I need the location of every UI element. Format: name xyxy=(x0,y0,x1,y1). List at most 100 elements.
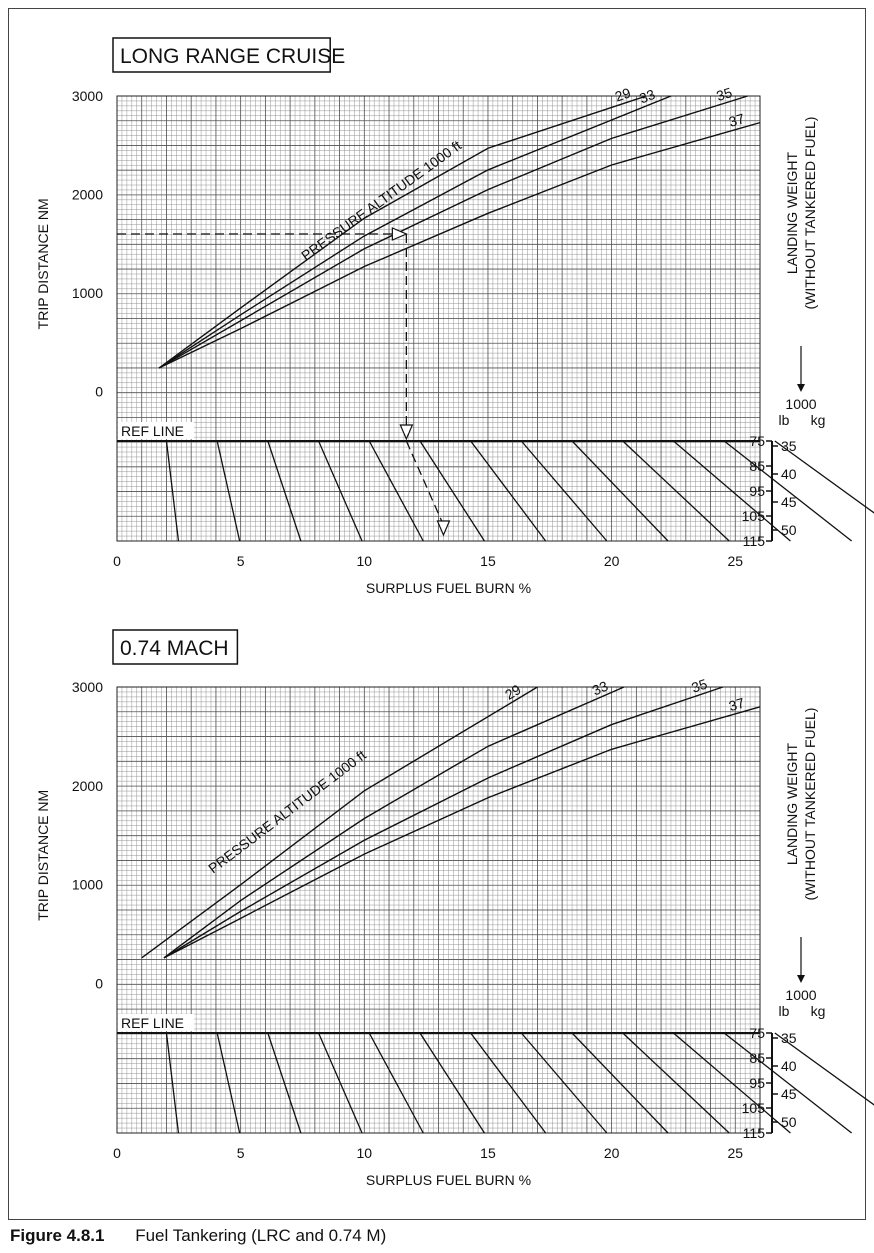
chart-title: LONG RANGE CRUISE xyxy=(120,45,345,68)
chart-panel-1: LONG RANGE CRUISE REF LINE 0 1000 2000 3000 0 5… xyxy=(35,37,874,596)
weight-guide-line xyxy=(267,440,302,542)
series-label-29: 29 xyxy=(613,84,633,104)
weight-lb-label: lb xyxy=(779,1003,790,1019)
weight-lb-tick-label: 75 xyxy=(749,433,765,449)
series-curves xyxy=(141,686,761,959)
weight-lb-tick-label: 95 xyxy=(749,483,765,499)
series-line-29 xyxy=(141,686,538,959)
weight-unit-header: 1000 xyxy=(785,987,816,1003)
series-line-33 xyxy=(158,95,672,369)
weight-lb-tick-label: 115 xyxy=(743,533,766,549)
series-curves xyxy=(158,95,761,369)
weight-guide-line xyxy=(165,440,180,542)
series-line-33 xyxy=(163,686,625,959)
chart-title-box xyxy=(112,37,331,73)
figure-label: Figure 4.8.1 xyxy=(10,1226,105,1245)
weight-kg-label: kg xyxy=(811,412,826,428)
series-label-33: 33 xyxy=(637,86,658,107)
weight-lb-tick-label: 95 xyxy=(749,1075,765,1091)
weight-unit-header: 1000 xyxy=(785,396,816,412)
grid-major xyxy=(116,686,761,1134)
weight-guide-line xyxy=(165,1032,180,1134)
x-tick-label: 10 xyxy=(357,1145,373,1161)
y-tick-label: 2000 xyxy=(72,778,103,794)
weight-guide-line xyxy=(520,1032,608,1134)
weight-guide-line xyxy=(419,1032,485,1134)
weight-guide-line xyxy=(419,440,485,542)
weight-lb-tick-label: 75 xyxy=(749,1025,765,1041)
series-label-33: 33 xyxy=(590,677,611,698)
plot-frame xyxy=(116,686,761,1134)
weight-guide-line xyxy=(673,1032,791,1134)
x-tick-label: 15 xyxy=(480,1145,496,1161)
series-line-29 xyxy=(158,95,647,369)
series-label-29: 29 xyxy=(502,681,524,703)
figure-caption-text: Fuel Tankering (LRC and 0.74 M) xyxy=(135,1226,387,1245)
weight-arrow-head xyxy=(797,384,805,392)
x-tick-label: 0 xyxy=(113,1145,121,1161)
right-label-2: (WITHOUT TANKERED FUEL) xyxy=(802,708,818,901)
weight-lb-tick-label: 115 xyxy=(743,1125,766,1141)
y-axis-label: TRIP DISTANCE NM xyxy=(35,790,51,921)
weight-guide-line xyxy=(267,1032,302,1134)
y-tick-label: 3000 xyxy=(72,679,103,695)
x-tick-label: 20 xyxy=(604,553,620,569)
y-tick-label: 3000 xyxy=(72,88,103,104)
x-axis-label: SURPLUS FUEL BURN % xyxy=(366,580,531,596)
ref-line-label: REF LINE xyxy=(121,423,184,439)
plot-frame xyxy=(116,95,761,542)
x-axis-label: SURPLUS FUEL BURN % xyxy=(366,1172,531,1188)
weight-kg-tick-label: 40 xyxy=(781,1058,797,1074)
ref-line-label-bg xyxy=(118,1014,194,1031)
right-label-1: LANDING WEIGHT xyxy=(784,742,800,865)
weight-kg-tick-label: 35 xyxy=(781,1030,797,1046)
series-line-35 xyxy=(163,686,724,959)
example-arrow-3 xyxy=(436,520,451,537)
series-label-35: 35 xyxy=(689,676,709,696)
weight-kg-label: kg xyxy=(811,1003,826,1019)
weight-guide-line xyxy=(622,440,730,542)
fuel-tankering-charts: LONG RANGE CRUISE REF LINE 0 1000 2000 3000 0 5… xyxy=(35,37,874,1188)
x-tick-label: 10 xyxy=(357,553,373,569)
weight-kg-tick-label: 50 xyxy=(781,522,797,538)
right-label-1: LANDING WEIGHT xyxy=(784,151,800,274)
figure-frame xyxy=(8,8,866,1220)
y-tick-label: 0 xyxy=(95,384,103,400)
series-label-35: 35 xyxy=(714,84,734,104)
x-tick-label: 25 xyxy=(727,1145,743,1161)
series-line-35 xyxy=(158,95,748,369)
ref-line-label-bg xyxy=(118,422,194,439)
x-tick-label: 0 xyxy=(113,553,121,569)
weight-guide-line xyxy=(774,1032,874,1106)
weight-guide-line xyxy=(520,440,608,542)
weight-guide-line xyxy=(317,440,363,542)
x-tick-label: 5 xyxy=(237,1145,245,1161)
x-tick-label: 25 xyxy=(727,553,743,569)
chart-panel-2: 0.74 MACH REF LINE 0 1000 2000 3000 0 5 10 15 20 25… xyxy=(35,629,874,1188)
x-tick-label: 5 xyxy=(237,553,245,569)
weight-guide-line xyxy=(470,1032,547,1134)
series-label-37: 37 xyxy=(727,110,747,130)
weight-guide-line xyxy=(216,440,241,542)
weight-guide-line xyxy=(368,440,424,542)
weight-kg-tick-label: 35 xyxy=(781,438,797,454)
right-label-2: (WITHOUT TANKERED FUEL) xyxy=(802,117,818,310)
x-tick-label: 20 xyxy=(604,1145,620,1161)
series-label-37: 37 xyxy=(727,694,747,714)
weight-guide-line xyxy=(774,440,874,514)
weight-kg-tick-label: 40 xyxy=(781,466,797,482)
weight-guide-line xyxy=(622,1032,730,1134)
weight-guide-line xyxy=(317,1032,363,1134)
chart-title: 0.74 MACH xyxy=(120,637,229,660)
weight-arrow-head xyxy=(797,975,805,983)
figure-caption: Figure 4.8.1 Fuel Tankering (LRC and 0.7… xyxy=(10,1226,386,1246)
x-tick-label: 15 xyxy=(480,553,496,569)
weight-lb-tick-label: 105 xyxy=(742,508,766,524)
weight-guide-line xyxy=(216,1032,241,1134)
weight-guide-lines xyxy=(165,440,874,542)
chart-title-box xyxy=(112,629,239,665)
weight-guide-line xyxy=(571,440,669,542)
y-tick-label: 2000 xyxy=(72,187,103,203)
series-line-37 xyxy=(158,121,761,369)
series-line-37 xyxy=(163,706,761,959)
